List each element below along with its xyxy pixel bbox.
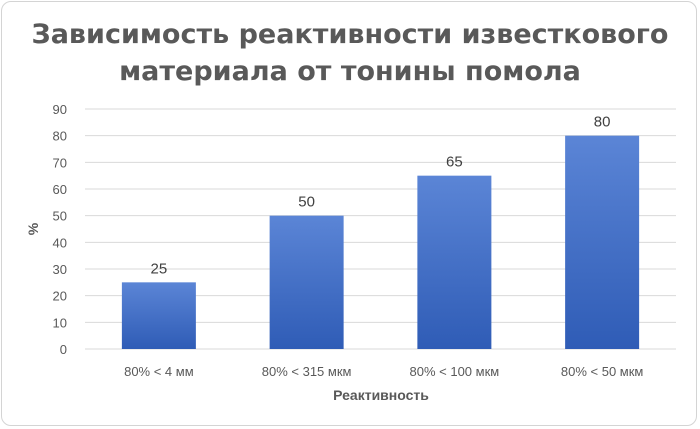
y-tick-label: 90 <box>53 102 67 117</box>
bar-1 <box>121 282 196 349</box>
y-tick-label: 70 <box>53 155 67 170</box>
x-tick-label-3: 80% < 100 мкм <box>410 364 500 379</box>
y-tick-label: 50 <box>53 209 67 224</box>
x-tick-label-2: 80% < 315 мкм <box>262 364 352 379</box>
y-tick-label: 60 <box>53 182 67 197</box>
data-label-3: 65 <box>446 154 463 171</box>
y-tick-label: 20 <box>53 289 67 304</box>
y-tick-label: 30 <box>53 262 67 277</box>
bar-4 <box>565 135 640 349</box>
chart-title-line-1: Зависимость реактивности известкового <box>31 19 669 50</box>
chart-title-line-2: материала от тонины помола <box>119 56 581 87</box>
data-labels: 25 50 65 80 <box>151 114 611 278</box>
y-tick-label: 10 <box>53 315 67 330</box>
data-label-1: 25 <box>151 260 168 277</box>
y-tick-labels: 0 10 20 30 40 50 60 70 80 90 <box>53 102 67 357</box>
x-tick-label-1: 80% < 4 мм <box>124 364 194 379</box>
bars <box>121 135 640 349</box>
bar-3 <box>417 175 492 349</box>
data-label-2: 50 <box>298 194 315 211</box>
data-label-4: 80 <box>594 114 611 131</box>
y-tick-label: 80 <box>53 129 67 144</box>
y-tick-label: 40 <box>53 235 67 250</box>
y-tick-label: 0 <box>60 342 67 357</box>
x-axis-label: Реактивность <box>333 387 429 403</box>
y-axis-label: % <box>25 222 41 235</box>
x-tick-label-4: 80% < 50 мкм <box>561 364 644 379</box>
bar-2 <box>269 215 344 349</box>
x-tick-labels: 80% < 4 мм 80% < 315 мкм 80% < 100 мкм 80% … <box>124 364 643 379</box>
